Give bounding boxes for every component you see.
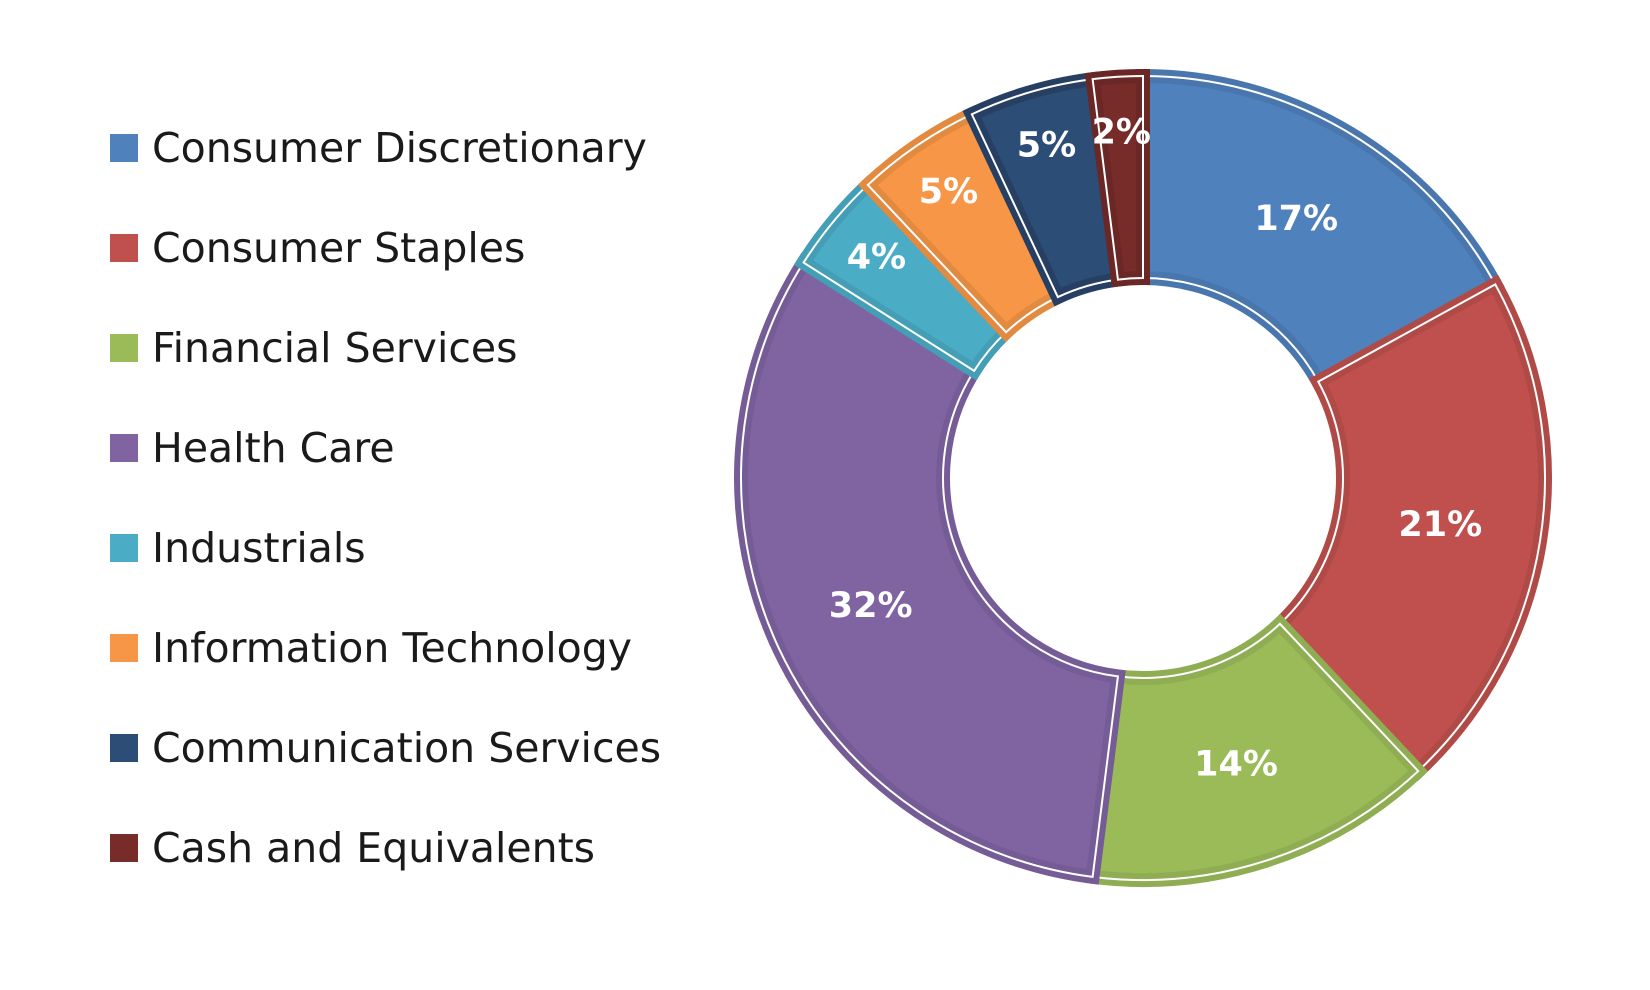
legend-item-cash-and-equivalents: Cash and Equivalents <box>110 798 710 898</box>
legend-label-financial-services: Financial Services <box>152 324 518 372</box>
donut-slice-edge-consumer-discretionary <box>1142 74 1497 384</box>
legend-swatch-consumer-discretionary <box>110 134 138 162</box>
legend: Consumer Discretionary Consumer Staples … <box>110 98 710 898</box>
data-label-health-care: 32% <box>829 586 913 626</box>
donut-slice-edge-financial-services <box>1091 622 1420 881</box>
donut-slice-edge-cash-and-equivalents <box>1091 74 1144 281</box>
data-label-industrials: 4% <box>847 237 906 277</box>
donut-slices <box>734 68 1552 887</box>
donut-slice-health-care <box>734 252 1126 885</box>
data-label-consumer-staples: 21% <box>1398 505 1482 545</box>
data-label-cash-and-equivalents: 2% <box>1092 113 1151 153</box>
legend-item-health-care: Health Care <box>110 398 710 498</box>
legend-item-communication-services: Communication Services <box>110 698 710 798</box>
legend-swatch-health-care <box>110 434 138 462</box>
legend-swatch-communication-services <box>110 734 138 762</box>
donut-slice-edge-consumer-staples <box>1278 282 1546 773</box>
legend-swatch-industrials <box>110 534 138 562</box>
donut-slice-edge-health-care <box>740 261 1120 878</box>
legend-label-communication-services: Communication Services <box>152 724 662 772</box>
data-label-information-technology: 5% <box>919 172 978 212</box>
legend-item-information-technology: Information Technology <box>110 598 710 698</box>
legend-label-consumer-discretionary: Consumer Discretionary <box>152 124 647 172</box>
legend-label-cash-and-equivalents: Cash and Equivalents <box>152 824 596 872</box>
data-label-communication-services: 5% <box>1017 126 1076 166</box>
legend-label-industrials: Industrials <box>152 524 366 572</box>
legend-item-consumer-discretionary: Consumer Discretionary <box>110 98 710 198</box>
legend-item-financial-services: Financial Services <box>110 298 710 398</box>
data-label-financial-services: 14% <box>1194 744 1278 784</box>
legend-swatch-cash-and-equivalents <box>110 834 138 862</box>
legend-item-industrials: Industrials <box>110 498 710 598</box>
legend-swatch-information-technology <box>110 634 138 662</box>
legend-label-consumer-staples: Consumer Staples <box>152 224 526 272</box>
legend-swatch-consumer-staples <box>110 234 138 262</box>
legend-label-health-care: Health Care <box>152 424 395 472</box>
legend-item-consumer-staples: Consumer Staples <box>110 198 710 298</box>
legend-label-information-technology: Information Technology <box>152 624 633 672</box>
data-label-consumer-discretionary: 17% <box>1254 199 1338 239</box>
donut-data-labels: 17% 21% 14% 32% 4% 5% 5% 2% <box>829 113 1482 785</box>
legend-swatch-financial-services <box>110 334 138 362</box>
